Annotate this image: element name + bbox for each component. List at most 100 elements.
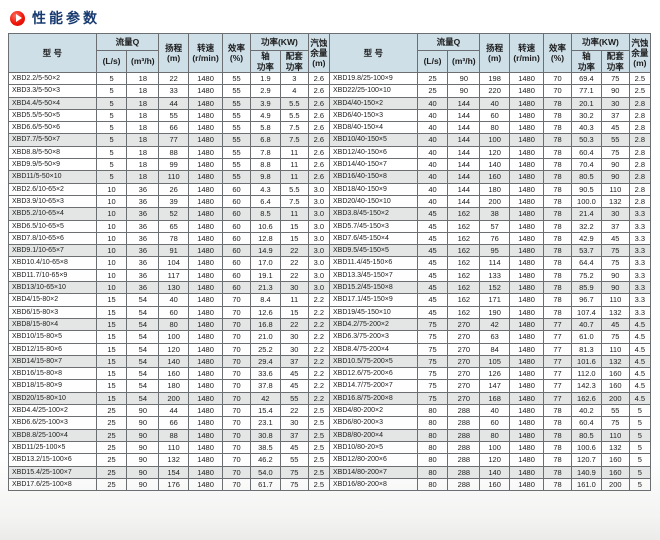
value-cell: 7.5 [279, 121, 309, 135]
value-cell: 270 [447, 391, 481, 406]
value-cell: 6.8 [250, 133, 281, 147]
value-cell: 25 [95, 428, 128, 442]
model-cell: XBD22/25-100×10 [329, 84, 418, 98]
table-row: XBD22/25-100×10 25 90 220 1480 70 77.1 90 2.5 [329, 84, 652, 98]
value-cell: 4.5 [628, 342, 652, 356]
table-row: XBD6/80-200×3 80 288 60 1480 78 60.4 75 5 [329, 416, 652, 430]
value-cell: 1480 [509, 182, 545, 196]
value-cell: 70 [222, 342, 251, 356]
value-cell: 45 [416, 268, 449, 283]
model-cell: XBD4.4/5-50×4 [8, 96, 97, 110]
table-row: XBD14/15-80×7 15 54 140 1480 70 29.4 37 2.2 [8, 354, 331, 369]
table-row: XBD14/80-200×7 80 288 140 1480 78 140.9 160 5 [329, 465, 652, 479]
value-cell: 75 [416, 317, 449, 332]
value-cell: 70 [222, 293, 251, 307]
value-cell: 80.5 [571, 428, 602, 442]
value-cell: 54.0 [250, 465, 281, 479]
col-header-matching-power: 配套 功率 [279, 50, 309, 73]
table-row: XBD10/80-20×5 80 288 100 1480 78 100.6 132 5 [329, 440, 652, 455]
value-cell: 55 [279, 391, 309, 406]
value-cell: 11 [279, 158, 309, 172]
value-cell: 112.0 [571, 367, 602, 381]
value-cell: 2.6 [307, 96, 331, 110]
value-cell: 120.7 [571, 453, 602, 467]
table-row: XBD14.7/75-200×7 75 270 147 1480 77 142.3 160 4.… [329, 379, 652, 393]
value-cell: 90 [126, 477, 160, 492]
value-cell: 70 [222, 453, 251, 467]
value-cell: 9.8 [250, 170, 281, 184]
value-cell: 1480 [188, 391, 224, 406]
value-cell: 3.3 [628, 231, 652, 246]
value-cell: 18 [126, 108, 160, 123]
value-cell: 7.8 [250, 145, 281, 160]
value-cell: 15 [95, 342, 128, 356]
value-cell: 50.3 [571, 133, 602, 147]
model-cell: XBD4.4/25-100×2 [8, 404, 97, 418]
value-cell: 78 [543, 465, 572, 479]
value-cell: 55 [222, 158, 251, 172]
model-cell: XBD6.5/10-65×5 [8, 219, 97, 233]
value-cell: 80 [416, 477, 449, 492]
value-cell: 101.6 [571, 354, 602, 369]
value-cell: 60 [222, 219, 251, 233]
table-row: XBD18/40-150×9 40 144 180 1480 78 90.5 110 2.8 [329, 182, 652, 196]
value-cell: 3.0 [307, 268, 331, 283]
value-cell: 140 [158, 354, 190, 369]
value-cell: 77 [543, 317, 572, 332]
value-cell: 18 [126, 121, 160, 135]
value-cell: 4.3 [250, 182, 281, 196]
value-cell: 4 [279, 84, 309, 98]
value-cell: 30 [279, 330, 309, 344]
value-cell: 80 [416, 404, 449, 418]
value-cell: 70 [222, 367, 251, 381]
value-cell: 4.5 [628, 391, 652, 406]
value-cell: 160 [158, 367, 190, 381]
value-cell: 40 [416, 194, 449, 209]
value-cell: 45 [416, 244, 449, 258]
table-row: XBD12.6/75-200×6 75 270 126 1480 77 112.0 160 4.… [329, 367, 652, 381]
value-cell: 110 [158, 170, 190, 184]
model-cell: XBD13/10-65×10 [8, 281, 97, 295]
value-cell: 110 [600, 342, 630, 356]
value-cell: 2.8 [628, 182, 652, 196]
value-cell: 60 [222, 231, 251, 246]
value-cell: 107.4 [571, 305, 602, 319]
value-cell: 130 [158, 281, 190, 295]
model-cell: XBD13.2/15-100×6 [8, 453, 97, 467]
value-cell: 4.9 [250, 108, 281, 123]
col-header-speed: 转速 (r/min) [188, 33, 224, 73]
value-cell: 3.0 [307, 219, 331, 233]
value-cell: 2.2 [307, 391, 331, 406]
value-cell: 90 [126, 453, 160, 467]
value-cell: 144 [447, 121, 481, 135]
value-cell: 55 [222, 108, 251, 123]
value-cell: 100.6 [571, 440, 602, 455]
value-cell: 1480 [188, 317, 224, 332]
value-cell: 57 [479, 219, 511, 233]
value-cell: 45 [416, 207, 449, 221]
table-row: XBD15.2/45-150×8 45 162 152 1480 78 85.9 90 3.3 [329, 281, 652, 295]
value-cell: 52 [158, 207, 190, 221]
value-cell: 1480 [509, 453, 545, 467]
value-cell: 78 [543, 182, 572, 196]
value-cell: 1480 [509, 342, 545, 356]
value-cell: 54 [126, 379, 160, 393]
value-cell: 75 [416, 391, 449, 406]
table-row: XBD4.2/75-200×2 75 270 42 1480 77 40.7 45 4.5 [329, 317, 652, 332]
value-cell: 15.4 [250, 404, 281, 418]
value-cell: 33 [158, 84, 190, 98]
value-cell: 140.9 [571, 465, 602, 479]
value-cell: 1480 [509, 244, 545, 258]
table-row: XBD20/40-150×10 40 144 200 1480 78 100.0 132 2.8 [329, 194, 652, 209]
model-cell: XBD3.9/10-65×3 [8, 194, 97, 209]
value-cell: 5.5 [279, 96, 309, 110]
value-cell: 30 [600, 207, 630, 221]
value-cell: 77 [158, 133, 190, 147]
value-cell: 3.0 [307, 207, 331, 221]
value-cell: 22 [158, 71, 190, 86]
value-cell: 78 [543, 440, 572, 455]
value-cell: 1480 [509, 158, 545, 172]
value-cell: 154 [158, 465, 190, 479]
table-row: XBD4.4/5-50×4 5 18 44 1480 55 3.9 5.5 2.6 [8, 96, 331, 110]
value-cell: 5 [628, 428, 652, 442]
